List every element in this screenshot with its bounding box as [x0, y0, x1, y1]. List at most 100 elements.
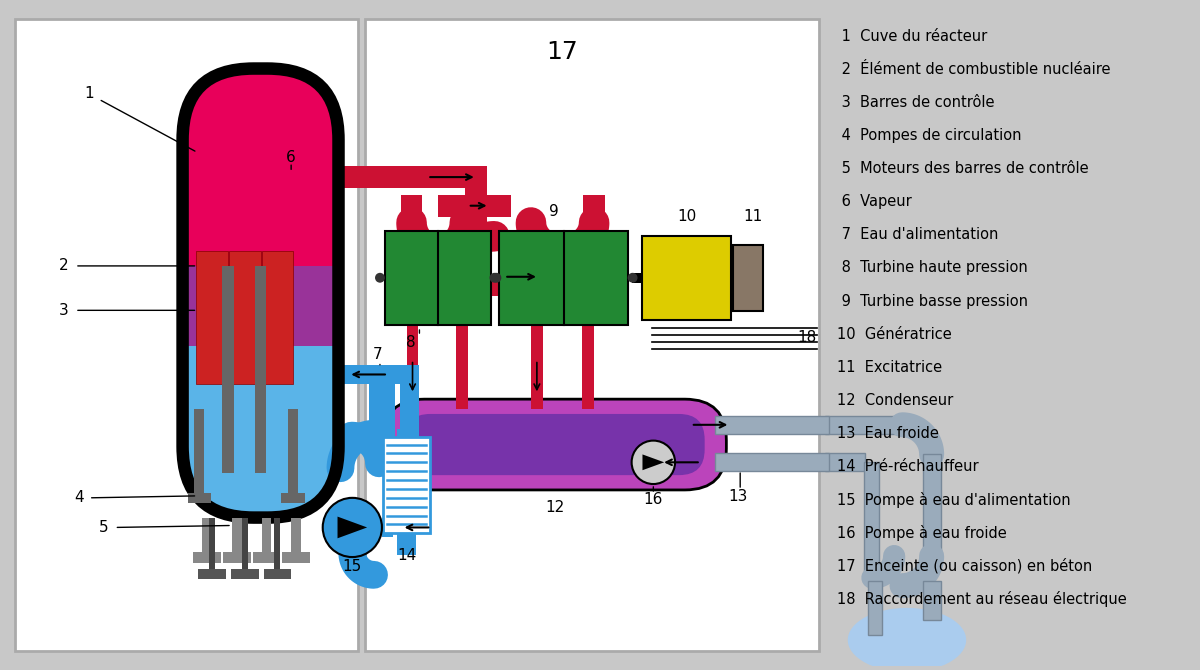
Text: 7  Eau d'alimentation: 7 Eau d'alimentation	[836, 227, 998, 243]
Bar	[714, 454, 829, 471]
Text: 4: 4	[74, 490, 84, 505]
Bar	[407, 325, 419, 409]
Bar	[262, 518, 271, 555]
Circle shape	[628, 273, 637, 283]
Text: 2  Élément de combustible nucléaire: 2 Élément de combustible nucléaire	[836, 62, 1110, 77]
Text: 12: 12	[545, 500, 564, 515]
Bar	[232, 518, 241, 555]
Circle shape	[492, 273, 502, 283]
Bar	[336, 166, 391, 188]
Polygon shape	[337, 517, 367, 538]
Bar	[385, 231, 492, 325]
Text: 18  Raccordement au réseau électrique: 18 Raccordement au réseau électrique	[836, 591, 1127, 607]
FancyBboxPatch shape	[182, 68, 338, 518]
Bar	[582, 325, 594, 409]
Bar	[253, 552, 281, 563]
Bar	[826, 454, 864, 471]
Text: 16  Pompe à eau froide: 16 Pompe à eau froide	[836, 525, 1007, 541]
Circle shape	[631, 441, 676, 484]
Text: 6: 6	[287, 150, 296, 165]
Bar	[241, 518, 247, 572]
Bar	[281, 493, 305, 502]
Bar	[370, 385, 389, 473]
Bar	[194, 409, 204, 498]
Bar	[864, 462, 880, 571]
Bar	[401, 195, 422, 231]
Bar	[223, 552, 251, 563]
Text: 9  Turbine basse pression: 9 Turbine basse pression	[836, 293, 1028, 309]
Text: 3  Barres de contrôle: 3 Barres de contrôle	[836, 95, 995, 110]
Bar	[193, 552, 221, 563]
Bar	[209, 518, 215, 572]
Text: 8: 8	[406, 336, 415, 350]
FancyBboxPatch shape	[404, 414, 704, 475]
Circle shape	[490, 273, 499, 283]
Bar	[229, 251, 260, 385]
Text: 2: 2	[59, 259, 68, 273]
Bar	[397, 429, 416, 439]
Bar	[383, 437, 431, 533]
Ellipse shape	[847, 608, 966, 670]
Bar	[394, 364, 412, 385]
Text: 1: 1	[84, 86, 94, 100]
Bar	[203, 518, 212, 555]
Circle shape	[323, 498, 382, 557]
Bar	[642, 237, 731, 320]
Text: 5  Moteurs des barres de contrôle: 5 Moteurs des barres de contrôle	[836, 161, 1088, 176]
Bar	[197, 251, 228, 385]
Text: 11  Excitatrice: 11 Excitatrice	[836, 360, 942, 375]
Bar	[631, 273, 642, 283]
Bar	[923, 581, 941, 620]
Bar	[869, 581, 882, 635]
Bar	[198, 569, 226, 579]
Bar	[826, 416, 904, 433]
Bar	[492, 274, 552, 295]
Text: 12  Condenseur: 12 Condenseur	[836, 393, 953, 408]
Bar	[731, 274, 733, 281]
Polygon shape	[642, 454, 664, 470]
FancyBboxPatch shape	[182, 68, 338, 310]
Bar	[388, 166, 467, 188]
Text: 13: 13	[728, 489, 748, 505]
Bar	[262, 251, 293, 385]
Bar	[254, 266, 266, 473]
Text: 8  Turbine haute pression: 8 Turbine haute pression	[836, 261, 1027, 275]
Text: 10  Génératrice: 10 Génératrice	[836, 326, 952, 342]
Bar	[275, 518, 281, 572]
Text: 13  Eau froide: 13 Eau froide	[836, 426, 938, 441]
Bar	[187, 493, 211, 502]
Text: 5: 5	[98, 520, 108, 535]
Circle shape	[376, 273, 385, 283]
Text: 4  Pompes de circulation: 4 Pompes de circulation	[836, 128, 1021, 143]
Bar	[230, 569, 258, 579]
Text: 15  Pompe à eau d'alimentation: 15 Pompe à eau d'alimentation	[836, 492, 1070, 508]
Text: 15: 15	[343, 559, 362, 574]
Bar	[464, 166, 486, 255]
Bar	[583, 195, 605, 231]
FancyBboxPatch shape	[383, 399, 726, 490]
Text: 14  Pré-réchauffeur: 14 Pré-réchauffeur	[836, 459, 978, 474]
Text: 18: 18	[798, 330, 817, 346]
Bar	[456, 325, 468, 409]
Bar	[499, 231, 628, 325]
Text: 17  Enceinte (ou caisson) en béton: 17 Enceinte (ou caisson) en béton	[836, 558, 1092, 574]
Bar	[264, 569, 292, 579]
Bar	[382, 518, 392, 537]
Bar	[400, 364, 420, 493]
Bar	[14, 19, 359, 651]
Text: 6  Vapeur: 6 Vapeur	[836, 194, 912, 209]
Text: 11: 11	[743, 209, 763, 224]
Bar	[292, 518, 301, 555]
Bar	[222, 266, 234, 473]
Text: 16: 16	[643, 492, 664, 507]
Bar	[397, 533, 416, 555]
Text: 9: 9	[548, 204, 558, 219]
Text: 1  Cuve du réacteur: 1 Cuve du réacteur	[836, 29, 988, 44]
Bar	[530, 325, 542, 409]
Bar	[365, 364, 392, 385]
Bar	[336, 364, 396, 385]
Bar	[714, 416, 829, 433]
Bar	[288, 409, 298, 498]
Bar	[365, 19, 820, 651]
Text: 10: 10	[677, 209, 696, 224]
